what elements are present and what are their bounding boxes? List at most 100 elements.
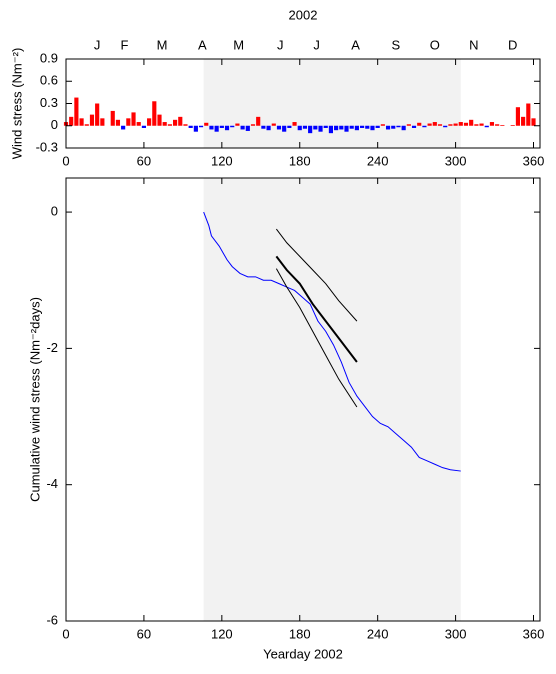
stress-bar (256, 116, 261, 126)
x-tick-label: 60 (137, 153, 151, 168)
stress-bar (126, 118, 131, 126)
stress-bar (266, 125, 271, 131)
stress-bar (302, 125, 308, 129)
stress-bar (391, 125, 396, 129)
month-label: J (313, 37, 320, 52)
x-tick-label: 120 (211, 626, 233, 641)
x-tick-label: 0 (62, 153, 69, 168)
stress-bar (380, 124, 385, 126)
stress-bar (282, 125, 287, 132)
month-label: M (233, 37, 244, 52)
stress-bar (209, 125, 214, 130)
chart-title: 2002 (289, 7, 318, 22)
stress-bar (240, 125, 245, 130)
stress-bar (349, 125, 354, 129)
stress-bar (162, 122, 167, 126)
x-tick-label: 300 (445, 626, 467, 641)
y-axis-label: Cumulative wind stress (Nm⁻²days) (27, 297, 42, 502)
stress-bar (193, 125, 198, 132)
stress-bar (354, 125, 359, 131)
x-tick-label: 0 (62, 626, 69, 641)
cumulative-line (275, 255, 358, 363)
stress-bar (443, 125, 448, 128)
stress-bar (69, 116, 74, 126)
stress-bar (261, 125, 266, 129)
stress-bar (110, 110, 115, 126)
stress-bar (500, 125, 505, 126)
stress-bar (276, 125, 282, 130)
stress-bar (515, 107, 521, 126)
y-tick-label: -4 (46, 476, 58, 491)
month-label: S (392, 37, 401, 52)
stress-bar (79, 118, 84, 126)
stress-bar (204, 122, 209, 126)
month-label: F (120, 37, 128, 52)
stress-bar (224, 125, 230, 131)
stress-bar (214, 125, 219, 132)
month-label: D (508, 37, 517, 52)
shaded-period (203, 178, 461, 621)
x-tick-label: 180 (289, 626, 311, 641)
stress-bar (360, 125, 365, 128)
stress-bar (385, 125, 391, 130)
stress-bar (188, 125, 193, 128)
stress-bar (245, 125, 250, 131)
stress-bar (339, 125, 344, 130)
stress-bar (437, 124, 443, 126)
plot-frame (65, 177, 541, 622)
stress-bar (198, 125, 204, 128)
stress-bar (489, 122, 495, 126)
stress-bar (458, 122, 463, 126)
cumulative-line (203, 211, 461, 472)
stress-bar (396, 125, 401, 128)
stress-bar (422, 125, 427, 128)
stress-bar (152, 101, 157, 126)
stress-bar (89, 114, 95, 126)
stress-bar (100, 118, 105, 126)
stress-bar (230, 125, 235, 128)
y-tick-label: 0 (51, 204, 58, 219)
stress-bar (136, 122, 141, 126)
stress-bar (141, 125, 146, 128)
cumulative-line (275, 228, 358, 322)
y-tick-label: -2 (46, 340, 58, 355)
stress-bar (531, 118, 536, 126)
month-label: M (157, 37, 168, 52)
month-label: J (94, 37, 101, 52)
stress-bar (448, 124, 453, 126)
y-tick-label: 0 (51, 117, 58, 132)
stress-bar (178, 116, 183, 126)
stress-bar (427, 123, 432, 126)
stress-bar (167, 124, 172, 126)
stress-bar (121, 125, 126, 130)
month-label: O (430, 37, 440, 52)
stress-bar (292, 122, 297, 126)
x-tick-label: 180 (289, 153, 311, 168)
stress-bar (334, 125, 339, 131)
stress-bar (297, 125, 302, 131)
stress-bar (271, 123, 276, 126)
stress-bar (526, 103, 531, 126)
stress-bar (235, 123, 240, 126)
stress-bar (308, 125, 313, 134)
stress-bar (474, 124, 479, 126)
stress-bar (463, 122, 469, 126)
x-tick-label: 240 (367, 626, 389, 641)
stress-bar (131, 112, 136, 126)
y-tick-label: 0.3 (40, 95, 58, 110)
stress-bar (313, 125, 318, 130)
y-tick-label: 0.6 (40, 73, 58, 88)
stress-bar (318, 125, 323, 132)
x-axis-label: Yearday 2002 (263, 646, 343, 661)
stress-bar (370, 125, 375, 131)
stress-bar (115, 119, 121, 126)
shaded-period (203, 59, 461, 148)
stress-bar (365, 125, 370, 129)
x-tick-label: 240 (367, 153, 389, 168)
stress-bar (510, 125, 515, 126)
stress-bar (406, 124, 411, 126)
stress-bar (328, 125, 333, 134)
stress-bar (401, 125, 406, 131)
stress-bar (495, 124, 500, 126)
